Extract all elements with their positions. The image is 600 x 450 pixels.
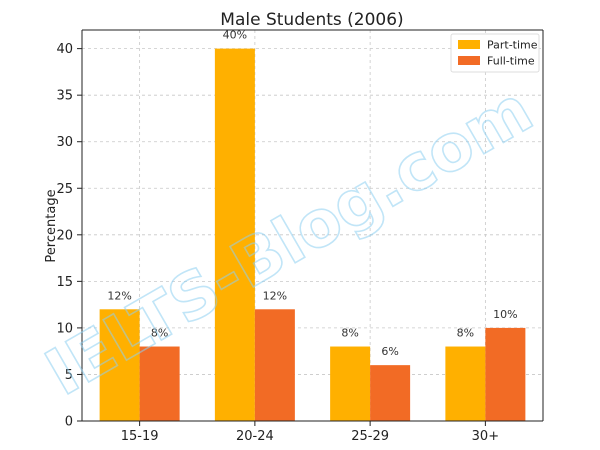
bar-full-time [370,365,411,421]
x-tick-label: 30+ [472,429,499,444]
bar-part-time [99,309,140,421]
y-tick-label: 20 [56,228,73,243]
bar-value-label: 8% [151,327,168,340]
bar-part-time [445,346,486,421]
legend-swatch [458,40,480,49]
y-ticks: 0 5 10 15 20 25 30 35 40 [56,42,82,430]
x-tick-label: 25-29 [351,429,389,444]
bar-value-label: 10% [493,308,517,321]
y-tick-label: 25 [56,182,73,197]
x-tick-label: 15-19 [121,429,159,444]
y-tick-label: 0 [65,415,73,430]
y-tick-label: 40 [56,42,73,57]
y-tick-label: 35 [56,89,73,104]
bar-full-time [139,346,180,421]
bar-part-time [330,346,371,421]
bars-layer [99,48,526,421]
bar-full-time [485,327,526,421]
bar-value-label: 40% [223,29,247,42]
bar-value-label: 8% [457,327,474,340]
bar-value-label: 12% [107,289,131,302]
y-tick-label: 15 [56,275,73,290]
legend-label: Full-time [487,55,535,68]
y-tick-label: 10 [56,321,73,336]
bar-value-label: 6% [381,345,398,358]
data-labels-layer: 12% 40% 8% 8% 8% 12% 6% 10% [107,29,517,359]
y-axis-label: Percentage [44,189,59,262]
bar-part-time [214,48,255,421]
x-ticks: 15-19 20-24 25-29 30+ [121,421,499,444]
chart-title: Male Students (2006) [220,10,403,30]
bar-full-time [254,309,295,421]
legend-swatch [458,56,480,65]
bar-value-label: 12% [263,289,287,302]
x-tick-label: 20-24 [236,429,274,444]
y-tick-label: 5 [65,368,73,383]
legend-label: Part-time [487,39,538,52]
legend: Part-time Full-time [450,33,540,73]
y-tick-label: 30 [56,135,73,150]
bar-value-label: 8% [341,327,358,340]
